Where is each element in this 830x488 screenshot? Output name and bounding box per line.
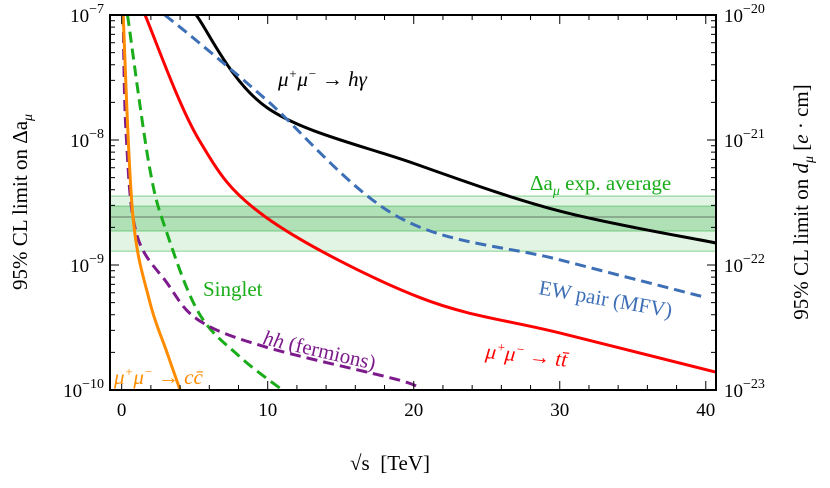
label-ttbar: μ+μ− → tt̄ [483, 338, 570, 372]
curves [121, 15, 716, 390]
series-line-5 [121, 15, 182, 390]
x-axis-label: √s [TeV] [350, 451, 430, 475]
label-band: Δaμ exp. average [530, 171, 671, 199]
x-tick-label: 20 [404, 400, 423, 421]
x-tick-label: 10 [258, 400, 277, 421]
plot-frame [109, 14, 717, 391]
y-axis-label-left: 95% CL limit on Δaμ [8, 114, 36, 290]
series-line-3 [126, 15, 284, 390]
y2-tick-label: 10−23 [724, 377, 765, 402]
y-tick-label: 10−7 [70, 2, 104, 27]
y2-tick-label: 10−20 [724, 2, 765, 27]
label-ew-pair: EW pair (MFV) [537, 275, 674, 322]
series-line-1 [163, 15, 707, 299]
x-tick-label: 30 [550, 400, 569, 421]
y-tick-label: 10−8 [70, 127, 104, 152]
label-singlet: Singlet [203, 277, 263, 301]
y-axis-label-right: 95% CL limit on dμ [e · cm] [789, 84, 817, 320]
series-line-4 [121, 15, 421, 390]
band-inner [110, 205, 716, 232]
y2-tick-label: 10−22 [724, 252, 765, 277]
series-line-2 [143, 15, 716, 374]
x-tick-label: 0 [117, 400, 127, 421]
y2-tick-label: 10−21 [724, 127, 765, 152]
y-tick-label: 10−10 [63, 377, 104, 402]
label-ccbar: μ+μ− → cc̄ [113, 364, 204, 389]
series-line-0 [194, 15, 716, 245]
label-hh: hh (fermions) [261, 325, 378, 374]
y-tick-label: 10−9 [70, 252, 104, 277]
x-tick-label: 40 [696, 400, 715, 421]
axis-ticks: 0 10 20 30 40 10−7 10−8 10−9 10−10 10−20 10−21 10−2… [63, 2, 765, 421]
label-hgamma: μ+μ− → hγ [277, 66, 368, 91]
